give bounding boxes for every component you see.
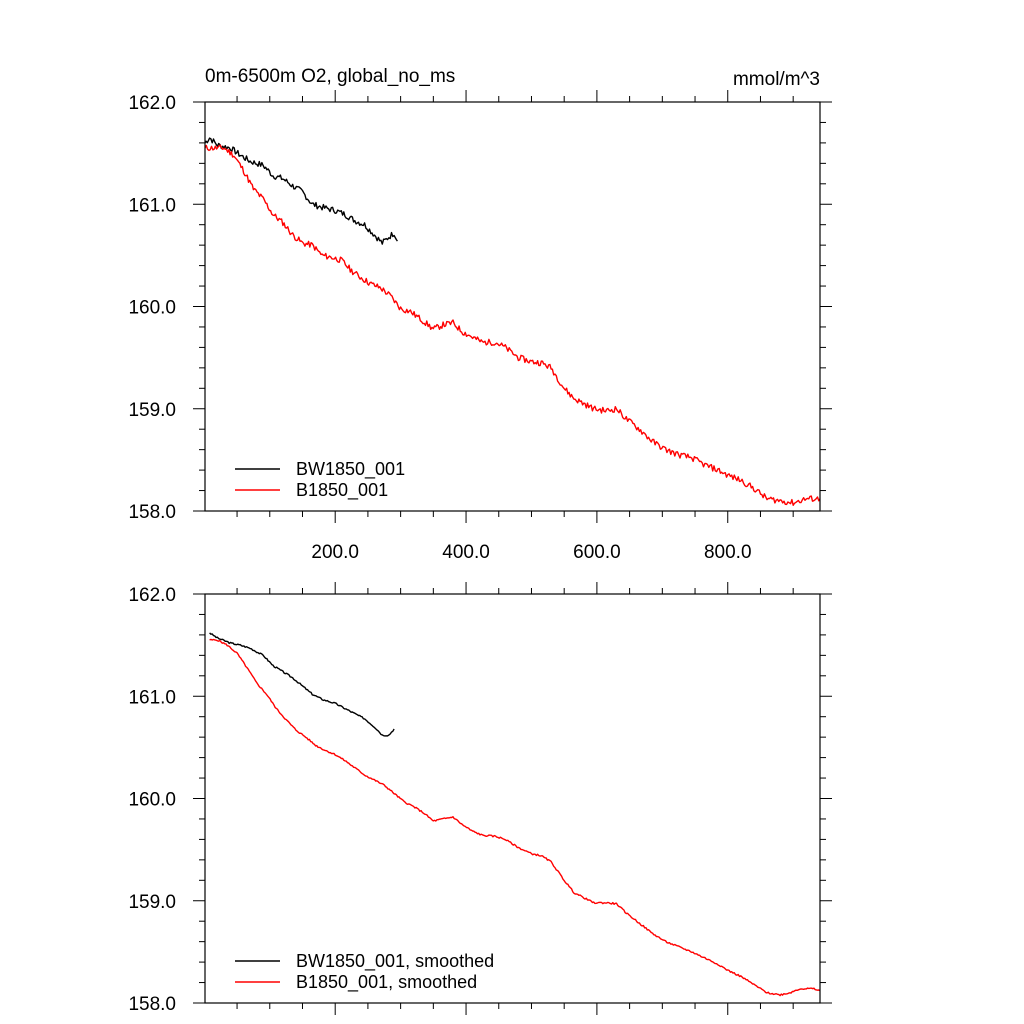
y-tick-label: 161.0 (128, 195, 176, 216)
y-tick-label: 160.0 (128, 790, 176, 811)
legend-label: BW1850_001 (296, 459, 405, 480)
series-line-top-bw1850 (205, 137, 398, 245)
top-panel: 200.0 400.0 600.0 800.0 158.0 159.0 160.0 161.0… (128, 90, 832, 563)
x-tick-label: 200.0 (311, 542, 359, 563)
x-tick-label: 600.0 (573, 542, 621, 563)
y-tick-label: 161.0 (128, 687, 176, 708)
plot-frame-bottom (204, 593, 821, 1004)
series-line-bottom-bw1850 (209, 632, 395, 737)
y-tick-label: 162.0 (128, 93, 176, 114)
chart-title-left: 0m-6500m O2, global_no_ms (205, 66, 455, 87)
chart-title-right: mmol/m^3 (733, 69, 820, 90)
y-tick-label: 162.0 (128, 585, 176, 606)
y-tick-label: 159.0 (128, 892, 176, 913)
y-tick-label: 159.0 (128, 400, 176, 421)
bottom-panel: 158.0 159.0 160.0 161.0 162.0 BW1850_001, smo… (128, 582, 832, 1015)
x-tick-label: 800.0 (704, 542, 752, 563)
legend-label: B1850_001 (296, 480, 388, 501)
series-line-bottom-b1850 (209, 638, 820, 997)
y-tick-label: 160.0 (128, 298, 176, 319)
plot-frame-top (204, 101, 821, 512)
y-tick-label: 158.0 (128, 502, 176, 523)
x-tick-label: 400.0 (442, 542, 490, 563)
y-tick-label: 158.0 (128, 994, 176, 1015)
series-line-top-b1850 (205, 144, 820, 506)
legend-label: BW1850_001, smoothed (296, 951, 494, 972)
legend-label: B1850_001, smoothed (296, 972, 477, 993)
